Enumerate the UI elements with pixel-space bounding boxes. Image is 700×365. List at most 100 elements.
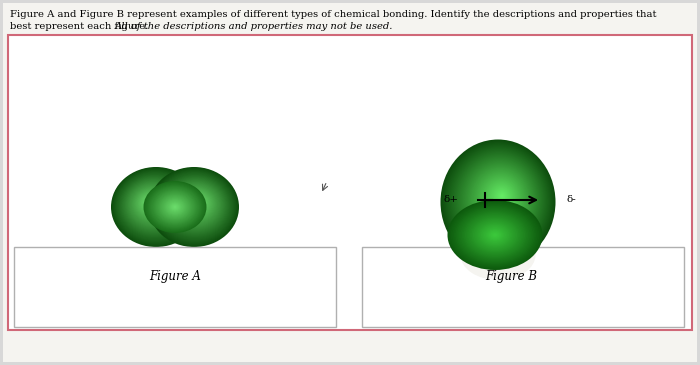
Ellipse shape — [150, 186, 200, 228]
Ellipse shape — [126, 181, 181, 229]
Ellipse shape — [113, 169, 198, 244]
Ellipse shape — [180, 189, 214, 219]
Ellipse shape — [500, 193, 505, 199]
Ellipse shape — [490, 184, 513, 210]
Ellipse shape — [471, 168, 529, 230]
Ellipse shape — [463, 160, 536, 240]
Ellipse shape — [487, 229, 503, 241]
Ellipse shape — [122, 177, 186, 234]
Ellipse shape — [456, 206, 535, 264]
Ellipse shape — [178, 188, 215, 220]
Ellipse shape — [485, 180, 517, 215]
Ellipse shape — [164, 177, 227, 234]
Ellipse shape — [160, 175, 230, 237]
Ellipse shape — [176, 187, 216, 222]
Ellipse shape — [498, 192, 505, 200]
Ellipse shape — [168, 201, 182, 213]
Ellipse shape — [131, 185, 174, 224]
Ellipse shape — [118, 173, 192, 239]
Ellipse shape — [462, 211, 528, 260]
Ellipse shape — [490, 231, 500, 238]
Ellipse shape — [136, 189, 168, 218]
Ellipse shape — [479, 174, 522, 222]
Ellipse shape — [181, 189, 213, 218]
Ellipse shape — [154, 190, 196, 224]
Ellipse shape — [477, 173, 524, 223]
Ellipse shape — [444, 143, 552, 260]
Ellipse shape — [142, 196, 159, 210]
Ellipse shape — [119, 174, 190, 238]
Ellipse shape — [164, 198, 186, 216]
Ellipse shape — [156, 191, 194, 223]
Ellipse shape — [461, 159, 538, 241]
Ellipse shape — [489, 183, 514, 211]
Ellipse shape — [463, 212, 526, 258]
Ellipse shape — [111, 167, 201, 247]
Text: δ+: δ+ — [444, 196, 458, 204]
Ellipse shape — [461, 230, 536, 280]
Ellipse shape — [161, 196, 189, 218]
Ellipse shape — [454, 205, 536, 265]
Ellipse shape — [451, 202, 539, 268]
Ellipse shape — [147, 200, 153, 205]
Ellipse shape — [457, 207, 533, 263]
Text: Figure A: Figure A — [149, 270, 201, 283]
Ellipse shape — [470, 216, 520, 254]
Ellipse shape — [160, 195, 190, 219]
Ellipse shape — [178, 187, 216, 221]
Ellipse shape — [134, 188, 170, 220]
Ellipse shape — [176, 186, 217, 223]
Ellipse shape — [130, 184, 176, 226]
Ellipse shape — [186, 193, 209, 214]
Ellipse shape — [484, 179, 518, 216]
Ellipse shape — [136, 190, 167, 217]
Ellipse shape — [151, 187, 199, 227]
Ellipse shape — [447, 200, 542, 270]
Ellipse shape — [195, 199, 202, 205]
Ellipse shape — [143, 196, 158, 209]
Text: Figure A and Figure B represent examples of different types of chemical bonding.: Figure A and Figure B represent examples… — [10, 10, 657, 19]
Ellipse shape — [489, 230, 501, 240]
Ellipse shape — [452, 204, 538, 266]
Ellipse shape — [193, 198, 204, 207]
Ellipse shape — [125, 180, 183, 231]
Ellipse shape — [117, 173, 192, 240]
Ellipse shape — [149, 167, 239, 247]
Ellipse shape — [158, 193, 192, 221]
Ellipse shape — [480, 223, 511, 247]
Ellipse shape — [153, 189, 197, 225]
Ellipse shape — [481, 224, 510, 246]
Ellipse shape — [161, 176, 230, 236]
Ellipse shape — [148, 201, 150, 203]
Ellipse shape — [168, 180, 223, 230]
Ellipse shape — [144, 181, 206, 233]
Ellipse shape — [169, 202, 181, 212]
Ellipse shape — [486, 181, 516, 214]
Ellipse shape — [134, 189, 169, 219]
Ellipse shape — [468, 164, 532, 234]
Ellipse shape — [474, 170, 527, 227]
Ellipse shape — [124, 179, 183, 232]
Ellipse shape — [476, 221, 514, 249]
Ellipse shape — [449, 147, 548, 255]
Ellipse shape — [144, 197, 157, 208]
Ellipse shape — [138, 192, 164, 215]
Ellipse shape — [440, 139, 556, 265]
Ellipse shape — [167, 180, 225, 231]
Ellipse shape — [197, 201, 199, 203]
Ellipse shape — [145, 198, 155, 207]
Ellipse shape — [466, 162, 534, 237]
Ellipse shape — [443, 142, 554, 262]
Ellipse shape — [120, 175, 190, 237]
Ellipse shape — [482, 178, 519, 218]
Ellipse shape — [188, 194, 207, 212]
Ellipse shape — [115, 170, 196, 242]
Ellipse shape — [468, 215, 522, 255]
Ellipse shape — [183, 192, 211, 215]
Ellipse shape — [167, 200, 183, 214]
Ellipse shape — [151, 168, 237, 245]
Ellipse shape — [187, 193, 208, 213]
Ellipse shape — [147, 184, 204, 230]
Ellipse shape — [146, 183, 204, 231]
Ellipse shape — [114, 170, 197, 243]
